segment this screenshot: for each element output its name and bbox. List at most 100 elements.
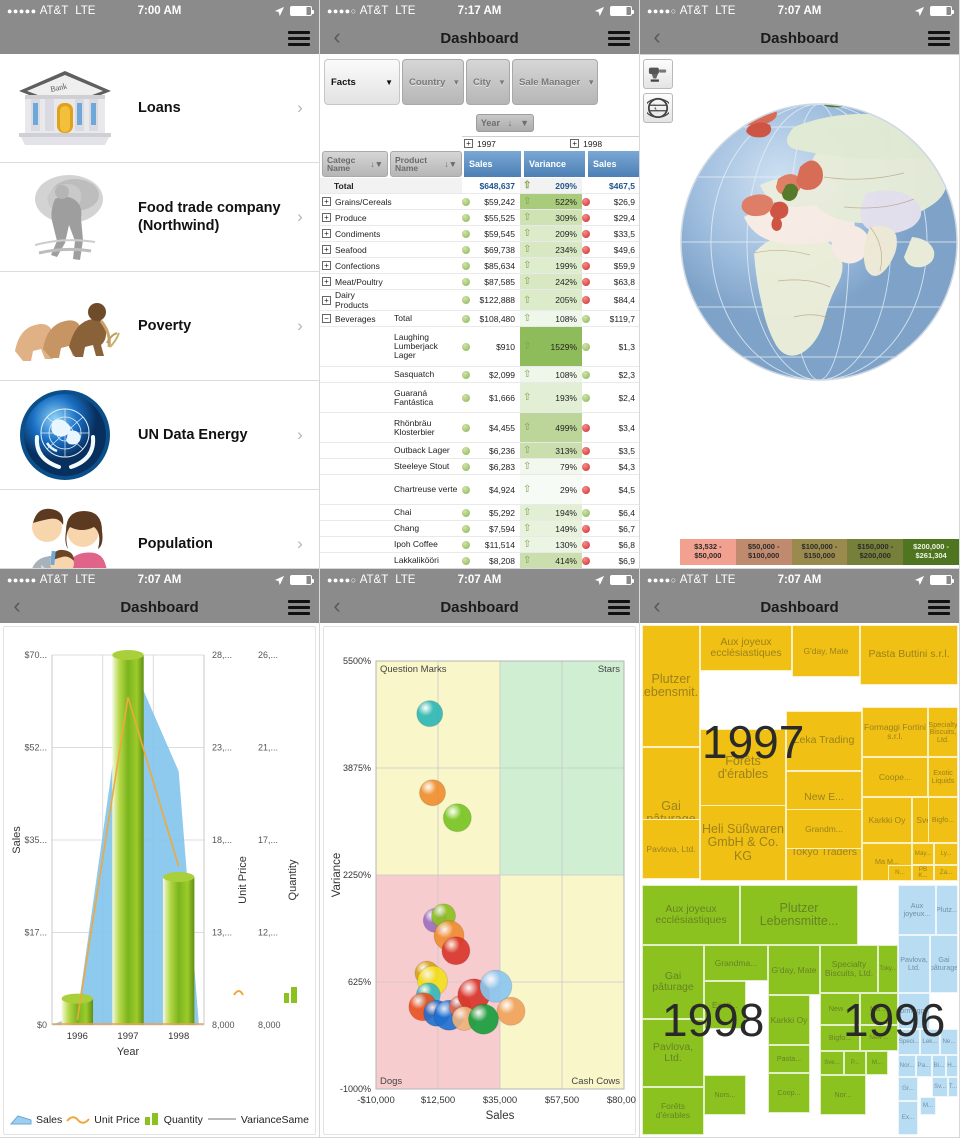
treemap-cell[interactable]: Aux joyeux ecclésiastiques: [700, 625, 792, 671]
treemap-cell[interactable]: Bi...: [932, 1055, 946, 1077]
row-dim-category[interactable]: Categc Name ↓ ▼: [322, 151, 388, 177]
treemap-cell[interactable]: Lek...: [920, 1029, 940, 1055]
back-button[interactable]: ‹: [653, 23, 661, 49]
treemap-view[interactable]: Plutzer Lebensmit...Aux joyeux ecclésias…: [640, 623, 959, 1137]
bubble-point[interactable]: [496, 996, 526, 1026]
treemap-cell[interactable]: Toky...: [878, 945, 898, 993]
list-item[interactable]: UN Data Energy ›: [0, 381, 319, 490]
dimension-city[interactable]: City ▼: [466, 59, 510, 105]
treemap-cell[interactable]: Grandma...: [704, 945, 768, 981]
treemap-cell[interactable]: New ...: [860, 1025, 898, 1051]
bubble-point[interactable]: [416, 700, 444, 728]
treemap-cell[interactable]: Specialty Biscuits, Ltd.: [928, 707, 958, 757]
hamburger-menu-icon[interactable]: [608, 599, 630, 615]
treemap-cell[interactable]: Karkki Oy: [768, 995, 810, 1045]
table-row[interactable]: Chai $5,292 ⇧ 194% $6,4: [320, 505, 639, 521]
table-row[interactable]: + Dairy Products $122,888 ⇧ 205% $84,4: [320, 290, 639, 311]
table-row[interactable]: Lakkalikööri $8,208 ⇧ 414% $6,9: [320, 553, 639, 568]
treemap-cell[interactable]: Forêts d'érables: [700, 729, 786, 807]
treemap-cell[interactable]: Sv...: [932, 1077, 948, 1097]
back-button[interactable]: ‹: [13, 592, 21, 618]
treemap-cell[interactable]: Aux joyeux ecclésiastiques: [642, 885, 740, 945]
expander-icon[interactable]: +: [464, 139, 473, 148]
dimension-country[interactable]: Country ▼: [402, 59, 464, 105]
table-row[interactable]: + Meat/Poultry $87,585 ⇧ 242% $63,8: [320, 274, 639, 290]
expander-icon[interactable]: +: [322, 277, 331, 286]
row-dim-product[interactable]: Product Name ↓ ▼: [390, 151, 462, 177]
treemap-cell[interactable]: Gai pâturage: [642, 945, 704, 1019]
expander-icon[interactable]: +: [322, 261, 331, 270]
hamburger-menu-icon[interactable]: [928, 599, 950, 615]
column-variance-1997[interactable]: Variance: [524, 151, 586, 177]
treemap-cell[interactable]: Coope...: [862, 757, 928, 797]
expander-icon[interactable]: +: [570, 139, 580, 148]
treemap-cell[interactable]: Plutzer Lebensmitte...: [740, 885, 858, 945]
treemap-cell[interactable]: Pa...: [916, 1055, 932, 1077]
hamburger-menu-icon[interactable]: [928, 30, 950, 46]
treemap-cell[interactable]: H...: [946, 1055, 958, 1077]
year-dimension-button[interactable]: Year ↓ ▼: [476, 114, 534, 132]
dimension-facts[interactable]: Facts ▼: [324, 59, 400, 105]
bubble-point[interactable]: [441, 936, 471, 966]
treemap-cell[interactable]: Specialty Biscuits, Ltd.: [820, 945, 878, 993]
list-item[interactable]: Bank: [0, 54, 319, 163]
expander-icon[interactable]: +: [322, 245, 331, 254]
treemap-cell[interactable]: Za...: [934, 865, 958, 881]
bubble-point[interactable]: [442, 803, 472, 833]
hamburger-menu-icon[interactable]: [288, 599, 310, 615]
globe-graphic[interactable]: [674, 57, 960, 477]
legend-bucket[interactable]: $50,000 - $100,000: [735, 539, 792, 565]
treemap-cell[interactable]: Pasta Buttini s.r.l.: [860, 625, 958, 685]
treemap-cell[interactable]: Pavlova, Ltd.: [898, 935, 930, 993]
legend-bucket[interactable]: $200,000 - $261,304: [903, 539, 959, 565]
table-row[interactable]: Laughing Lumberjack Lager $910 ⇧ 1529% $1,3: [320, 327, 639, 367]
year-group-1998[interactable]: + 1998: [568, 136, 639, 150]
dimension-sale-manager[interactable]: Sale Manager ▼: [512, 59, 598, 105]
treemap-cell[interactable]: Speci...: [898, 1029, 920, 1055]
table-row[interactable]: Chartreuse verte $4,924 ⇧ 29% $4,5: [320, 475, 639, 505]
treemap-cell[interactable]: Exoti...: [704, 981, 746, 1029]
year-group-1997[interactable]: + 1997: [462, 136, 569, 150]
table-row[interactable]: Outback Lager $6,236 ⇧ 313% $3,5: [320, 443, 639, 459]
bcg-matrix[interactable]: Question Marks Stars Dogs Cash Cows -1000% 62…: [323, 626, 639, 1135]
table-row[interactable]: Rhönbräu Klosterbier $4,455 ⇧ 499% $3,4: [320, 413, 639, 443]
table-row[interactable]: + Condiments $59,545 ⇧ 209% $33,5: [320, 226, 639, 242]
treemap-cell[interactable]: Forêts d'érables: [642, 1087, 704, 1135]
treemap-cell[interactable]: Ne...: [940, 1029, 958, 1055]
bubble-point[interactable]: [479, 969, 513, 1003]
treemap-cell[interactable]: Bigfo...: [820, 1025, 860, 1051]
treemap-cell[interactable]: Plutzer Lebensmit...: [642, 625, 700, 747]
treemap-cell[interactable]: Ly...: [934, 843, 958, 865]
table-row[interactable]: + Produce $55,525 ⇧ 309% $29,4: [320, 210, 639, 226]
treemap-cell[interactable]: Sve...: [820, 1051, 844, 1075]
treemap-cell[interactable]: Heli Süßwaren GmbH & Co. KG: [700, 805, 786, 881]
legend-bucket[interactable]: $3,532 - $50,000: [680, 539, 736, 565]
bcg-matrix-svg[interactable]: Question Marks Stars Dogs Cash Cows -1000% 62…: [324, 627, 639, 1130]
globe-tool-icon[interactable]: [643, 93, 673, 123]
treemap-cell[interactable]: Pavlova, Ltd.: [642, 819, 700, 879]
treemap-cell[interactable]: New ...: [820, 993, 860, 1025]
globe-view[interactable]: $3,532 - $50,000 $50,000 - $100,000 $100,0…: [640, 54, 960, 568]
table-row[interactable]: Chang $7,594 ⇧ 149% $6,7: [320, 521, 639, 537]
treemap-cell[interactable]: Formaggi...: [898, 993, 930, 1029]
expander-icon[interactable]: +: [322, 295, 331, 305]
treemap-cell[interactable]: Nor...: [820, 1075, 866, 1115]
combo-chart[interactable]: $0 8,000 8,000 $17... 13,... 12,... $35... 18,.…: [3, 626, 316, 1135]
treemap-cell[interactable]: Formaggi Fortini s.r.l.: [862, 707, 928, 757]
treemap-cell[interactable]: N...: [888, 865, 912, 881]
table-row[interactable]: Sasquatch $2,099 ⇧ 108% $2,3: [320, 367, 639, 383]
treemap-cell[interactable]: Ma ...: [860, 993, 898, 1025]
treemap-cell[interactable]: Karkki Oy: [862, 797, 912, 843]
treemap-cell[interactable]: Coop...: [768, 1073, 810, 1113]
treemap-cell[interactable]: P...: [844, 1051, 866, 1075]
table-row[interactable]: + Grains/Cereals $59,242 ⇧ 522% $26,9: [320, 194, 639, 210]
table-row[interactable]: − Beverages Total $108,480 ⇧ 108% $119,7: [320, 311, 639, 327]
treemap-cell[interactable]: T...: [948, 1077, 958, 1097]
list-item[interactable]: Poverty ›: [0, 272, 319, 381]
treemap-cell[interactable]: G'day, Mate: [768, 945, 820, 995]
expander-icon[interactable]: −: [322, 314, 331, 323]
table-row[interactable]: Guaraná Fantástica $1,666 ⇧ 193% $2,4: [320, 383, 639, 413]
expander-icon[interactable]: +: [322, 197, 331, 206]
table-row[interactable]: Steeleye Stout $6,283 ⇧ 79% $4,3: [320, 459, 639, 475]
back-button[interactable]: ‹: [653, 592, 661, 618]
